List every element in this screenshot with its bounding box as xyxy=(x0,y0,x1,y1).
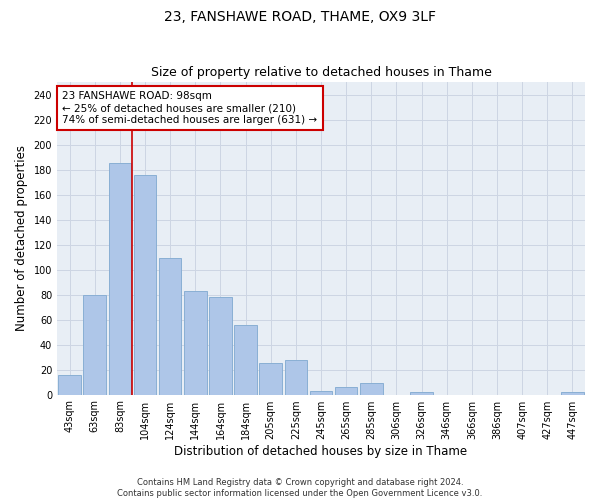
Bar xyxy=(58,374,81,394)
Bar xyxy=(410,392,433,394)
Bar xyxy=(209,297,232,394)
Bar xyxy=(109,164,131,394)
Title: Size of property relative to detached houses in Thame: Size of property relative to detached ho… xyxy=(151,66,491,80)
Bar xyxy=(284,360,307,394)
X-axis label: Distribution of detached houses by size in Thame: Distribution of detached houses by size … xyxy=(175,444,467,458)
Bar xyxy=(234,324,257,394)
Bar xyxy=(259,364,282,394)
Text: Contains HM Land Registry data © Crown copyright and database right 2024.
Contai: Contains HM Land Registry data © Crown c… xyxy=(118,478,482,498)
Text: 23 FANSHAWE ROAD: 98sqm
← 25% of detached houses are smaller (210)
74% of semi-d: 23 FANSHAWE ROAD: 98sqm ← 25% of detache… xyxy=(62,92,317,124)
Text: 23, FANSHAWE ROAD, THAME, OX9 3LF: 23, FANSHAWE ROAD, THAME, OX9 3LF xyxy=(164,10,436,24)
Bar xyxy=(360,384,383,394)
Bar xyxy=(134,174,157,394)
Y-axis label: Number of detached properties: Number of detached properties xyxy=(15,146,28,332)
Bar xyxy=(310,391,332,394)
Bar xyxy=(561,392,584,394)
Bar xyxy=(159,258,181,394)
Bar xyxy=(184,291,206,395)
Bar xyxy=(335,387,358,394)
Bar xyxy=(83,294,106,394)
